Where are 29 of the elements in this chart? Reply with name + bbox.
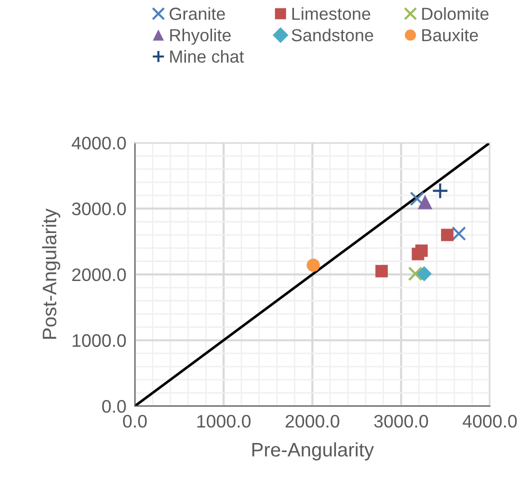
point <box>410 191 424 206</box>
y-axis-title: Post-Angularity <box>42 208 60 339</box>
point <box>432 182 448 200</box>
x-tick-label: 0.0 <box>123 414 147 428</box>
point <box>452 226 466 241</box>
y-tick-label: 4000.0 <box>72 136 126 150</box>
point <box>441 228 454 242</box>
point <box>408 266 423 282</box>
x-tick-label: 2000.0 <box>286 414 340 428</box>
y-tick-label: 0.0 <box>102 400 126 413</box>
legend-label: Limestone <box>292 7 370 20</box>
legend-label: Sandstone <box>292 28 374 42</box>
y-tick-label: 3000.0 <box>72 202 126 216</box>
point <box>375 264 388 278</box>
point <box>418 194 432 210</box>
x-tick-label: 3000.0 <box>374 414 428 428</box>
x-tick-label: 1000.0 <box>197 414 251 428</box>
y-tick-label: 2000.0 <box>72 268 126 282</box>
x-tick-label: 4000.0 <box>462 414 517 428</box>
legend-label: Mine chat <box>170 50 244 63</box>
y-tick-label: 1000.0 <box>72 334 126 347</box>
point <box>412 248 424 260</box>
point <box>416 266 432 282</box>
legend-label: Dolomite <box>422 7 489 20</box>
legend-label: Bauxite <box>422 28 478 42</box>
x-axis-title: Pre-Angularity <box>252 442 374 460</box>
legend-label: Granite <box>170 7 225 20</box>
point <box>306 258 320 272</box>
legend-label: Rhyolite <box>170 28 231 45</box>
